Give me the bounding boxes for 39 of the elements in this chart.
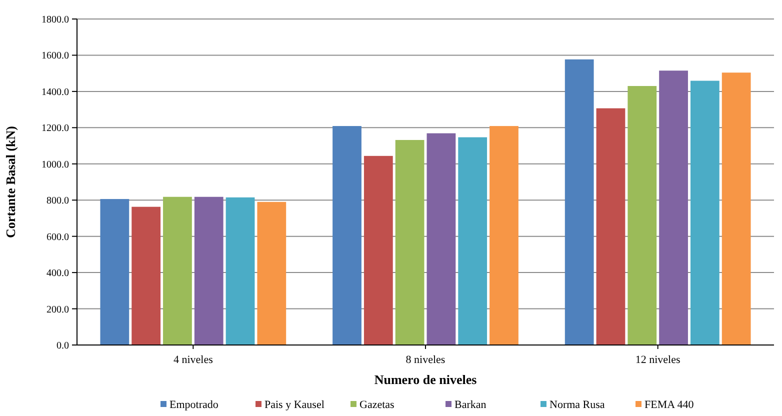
y-tick-label: 1400.0 bbox=[42, 86, 69, 98]
y-tick-label: 200.0 bbox=[46, 304, 69, 316]
x-tick-label: 4 niveles bbox=[173, 354, 213, 366]
x-tick-label: 8 niveles bbox=[406, 354, 446, 366]
bar bbox=[564, 59, 594, 345]
y-tick-label: 1200.0 bbox=[42, 123, 69, 134]
y-tick-label: 600.0 bbox=[46, 232, 69, 243]
bar bbox=[490, 126, 518, 345]
x-axis-title: Numero de niveles bbox=[374, 372, 477, 387]
y-tick-label: 1000.0 bbox=[42, 159, 69, 170]
y-tick-label: 400.0 bbox=[46, 268, 69, 280]
bar bbox=[458, 137, 488, 345]
legend-label: Barkan bbox=[454, 399, 487, 411]
y-tick-label: 800.0 bbox=[46, 196, 69, 207]
legend-label: Pais y Kausel bbox=[264, 399, 324, 411]
bar bbox=[628, 86, 657, 345]
bar bbox=[332, 126, 362, 345]
bar bbox=[659, 70, 688, 345]
bar bbox=[194, 196, 224, 345]
bar bbox=[226, 197, 255, 345]
legend-label: FEMA 440 bbox=[644, 399, 694, 411]
legend-label: Norma Rusa bbox=[550, 399, 605, 411]
bar bbox=[163, 196, 192, 345]
x-tick-label: 12 niveles bbox=[635, 354, 680, 366]
y-tick-label: 1600.0 bbox=[42, 50, 69, 62]
legend-label: Gazetas bbox=[360, 399, 394, 411]
bar bbox=[132, 206, 161, 345]
bar bbox=[596, 108, 626, 345]
bar bbox=[395, 140, 424, 345]
bar bbox=[722, 72, 751, 345]
legend-label: Empotrado bbox=[170, 399, 219, 411]
y-axis-title: Cortante Basal (kN) bbox=[3, 126, 18, 238]
y-tick-label: 1800.0 bbox=[42, 14, 69, 26]
bar bbox=[100, 199, 130, 345]
bar bbox=[257, 202, 286, 345]
bar bbox=[364, 156, 393, 345]
y-tick-label: 0.0 bbox=[56, 340, 69, 352]
bar bbox=[690, 80, 720, 345]
bar bbox=[426, 133, 456, 345]
